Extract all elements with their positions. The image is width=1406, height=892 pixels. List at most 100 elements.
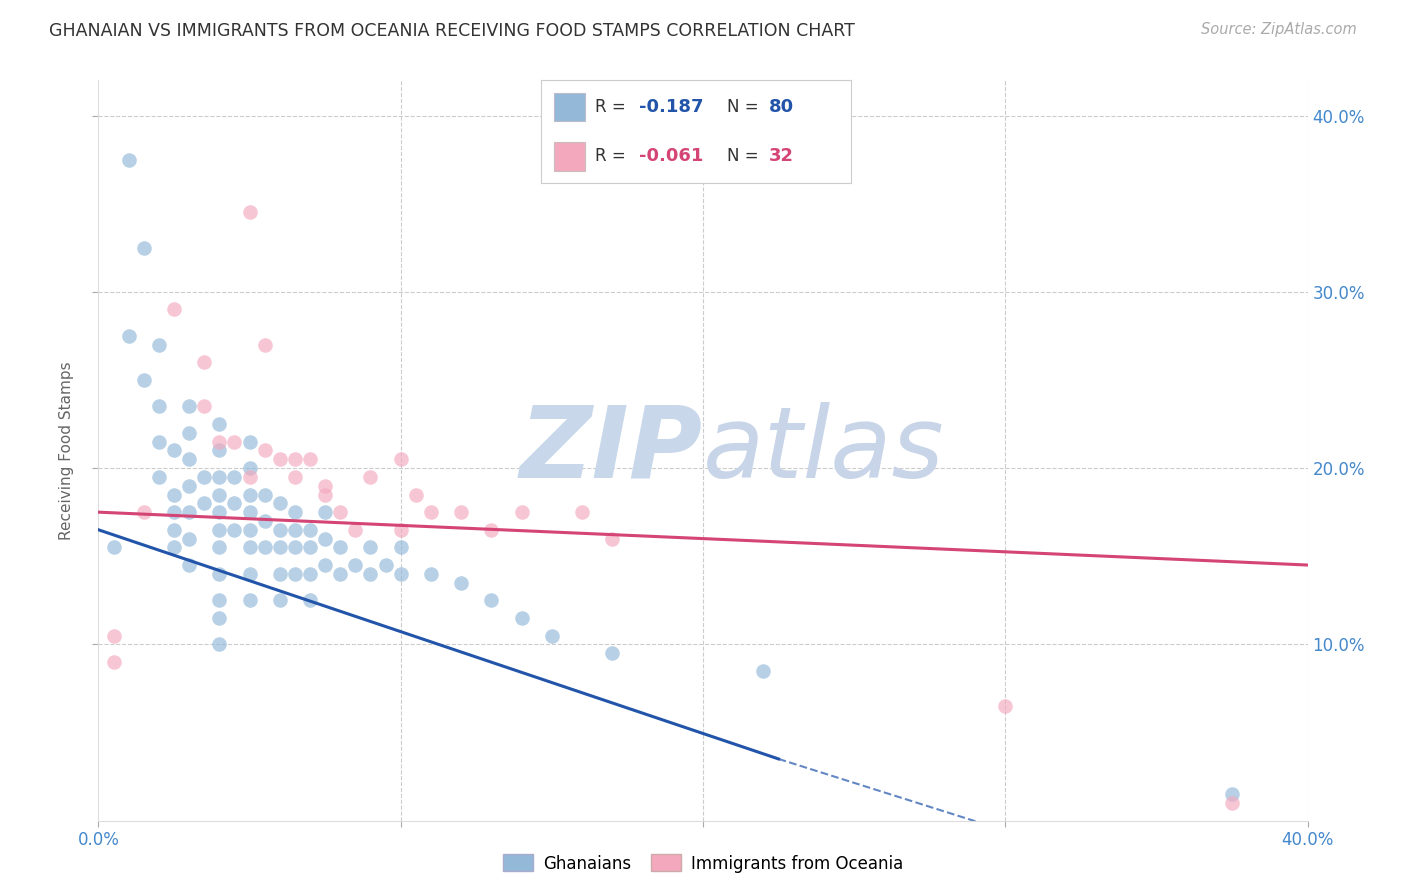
Point (420, 505, 443, 519)
Point (284, 541, 307, 555)
Point (193, 496, 215, 510)
Point (179, 505, 201, 519)
Point (103, 655, 125, 669)
Point (224, 496, 246, 510)
Point (132, 241, 155, 255)
Point (450, 505, 472, 519)
Point (284, 523, 307, 537)
Point (208, 443, 231, 458)
Point (239, 461, 262, 475)
Point (239, 470, 262, 484)
Point (344, 558, 367, 572)
Point (193, 400, 215, 414)
Point (239, 487, 262, 501)
Point (314, 558, 336, 572)
Point (208, 505, 231, 519)
Point (148, 400, 170, 414)
Point (163, 443, 186, 458)
Point (299, 452, 322, 467)
Point (208, 417, 231, 431)
Point (239, 205, 262, 219)
Point (269, 452, 291, 467)
Point (299, 523, 322, 537)
Point (284, 470, 307, 484)
Point (253, 443, 276, 458)
Point (253, 487, 276, 501)
Point (329, 505, 352, 519)
Point (360, 470, 382, 484)
Point (239, 505, 262, 519)
Point (540, 628, 562, 642)
Point (148, 337, 170, 351)
Text: -0.187: -0.187 (638, 98, 703, 116)
Point (299, 541, 322, 555)
Text: 32: 32 (769, 147, 793, 165)
Point (118, 153, 141, 167)
Text: ZIP: ZIP (520, 402, 703, 499)
FancyBboxPatch shape (554, 142, 585, 170)
Point (239, 523, 262, 537)
Point (208, 611, 231, 625)
Point (208, 566, 231, 581)
Text: Source: ZipAtlas.com: Source: ZipAtlas.com (1201, 22, 1357, 37)
Point (179, 400, 201, 414)
Point (132, 373, 155, 387)
Point (118, 329, 141, 343)
Point (224, 434, 246, 449)
Point (299, 566, 322, 581)
Point (103, 628, 125, 642)
Point (224, 523, 246, 537)
Point (179, 558, 201, 572)
Point (163, 523, 186, 537)
Y-axis label: Receiving Food Stamps: Receiving Food Stamps (59, 361, 75, 540)
Point (179, 452, 201, 467)
Point (239, 566, 262, 581)
Point (752, 664, 775, 678)
Point (179, 532, 201, 546)
Text: 80: 80 (769, 98, 794, 116)
Text: atlas: atlas (703, 402, 945, 499)
Point (314, 479, 336, 493)
Point (179, 425, 201, 440)
Point (208, 593, 231, 607)
Point (299, 593, 322, 607)
Point (193, 355, 215, 369)
Point (284, 505, 307, 519)
Point (269, 541, 291, 555)
Point (314, 532, 336, 546)
Point (389, 541, 412, 555)
Point (208, 541, 231, 555)
Point (239, 541, 262, 555)
Point (208, 637, 231, 651)
Point (163, 302, 186, 317)
Point (374, 558, 396, 572)
Point (179, 479, 201, 493)
Point (1220, 796, 1243, 810)
Point (269, 496, 291, 510)
Point (208, 434, 231, 449)
Point (360, 566, 382, 581)
Text: N =: N = (727, 98, 763, 116)
Point (405, 487, 427, 501)
Point (602, 532, 624, 546)
Point (148, 434, 170, 449)
Point (239, 434, 262, 449)
Text: R =: R = (596, 147, 631, 165)
Point (148, 470, 170, 484)
Point (269, 566, 291, 581)
Text: -0.061: -0.061 (638, 147, 703, 165)
Point (510, 505, 533, 519)
Point (360, 541, 382, 555)
Point (163, 541, 186, 555)
Point (602, 646, 624, 660)
Point (481, 593, 503, 607)
Point (994, 699, 1017, 714)
Point (193, 470, 215, 484)
Point (481, 523, 503, 537)
Legend: Ghanaians, Immigrants from Oceania: Ghanaians, Immigrants from Oceania (496, 847, 910, 880)
Point (224, 470, 246, 484)
Point (389, 523, 412, 537)
Point (389, 452, 412, 467)
Point (1220, 787, 1243, 801)
Point (314, 505, 336, 519)
